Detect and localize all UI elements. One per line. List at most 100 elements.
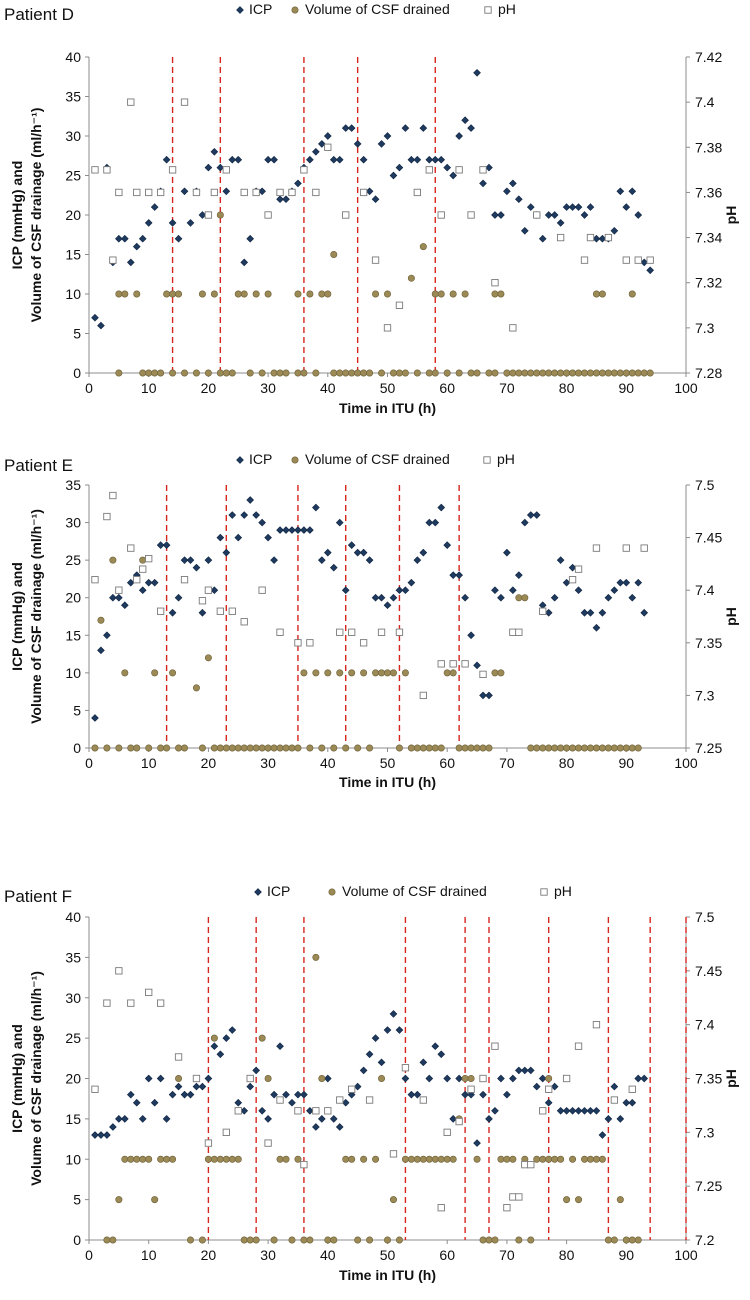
x-tick-label: 50 [380,380,396,396]
csf-volume-point [401,1155,409,1163]
x-tick-label: 50 [380,755,396,771]
icp-point [210,586,219,595]
icp-point [503,1090,511,1099]
icp-point [144,578,153,587]
icp-point [622,578,631,587]
csf-volume-point [318,744,326,752]
chart-panel-patient-f: Patient F ICP Volume of CSF drained pH 0 10 20… [0,860,750,1290]
icp-point [103,1131,111,1139]
icp-point [323,1074,332,1083]
csf-volume-point [151,369,159,377]
icp-point [526,203,535,211]
csf-volume-point [407,274,415,282]
ph-point [556,233,565,242]
ph-point [258,586,266,594]
ph-point [491,279,499,287]
csf-volume-point [348,669,356,677]
y-tick-label: 15 [65,247,81,263]
csf-volume-point [443,669,451,677]
ph-point [574,565,583,573]
icp-point [300,1090,308,1099]
csf-volume-point [198,290,206,298]
y-tick-label: 35 [65,477,81,493]
ph-point [168,166,177,174]
icp-point [616,578,625,587]
csf-volume-point [192,369,200,377]
icp-point [371,1034,380,1042]
x-tick-label: 60 [439,380,455,396]
csf-volume-point [569,744,577,752]
icp-point [329,155,338,164]
ph-point [539,1107,547,1115]
icp-point [515,571,523,579]
series-volume-of-csf-drained [103,953,642,1244]
y-tick-label: 0 [73,740,81,756]
icp-point [461,116,469,125]
y-tick-label: 0 [73,365,81,381]
icp-point [503,548,511,557]
csf-volume-point [157,744,165,752]
ph-point [276,1096,284,1104]
icp-point [115,234,123,243]
y-tick-label: 25 [65,552,81,568]
ph-point [192,1074,201,1083]
icp-point [592,1106,601,1115]
csf-volume-point [383,1236,391,1244]
legend-ph-label: pH [498,1,516,17]
icp-point [520,226,529,235]
ph-point [545,1085,553,1093]
icp-point [479,691,487,700]
ph-point [437,211,445,219]
y2-tick-label: 7.36 [695,184,722,200]
icp-point [473,68,481,77]
csf-volume-point [252,290,260,298]
csf-volume-point [348,369,356,377]
csf-volume-point [91,744,99,752]
ph-point [479,1074,487,1083]
icp-point [198,1082,207,1091]
y2-tick-label: 7.3 [695,320,715,336]
csf-volume-point [604,369,612,377]
legend-csf-label: Volume of CSF drained [342,883,487,899]
icp-point [97,1131,105,1139]
ph-point [634,256,642,264]
csf-volume-point [545,744,553,752]
icp-point [425,155,434,164]
ph-point [300,1160,308,1169]
x-tick-label: 70 [499,755,515,771]
icp-point [365,187,374,196]
csf-volume-point [330,1236,338,1244]
csf-volume-point [622,1236,630,1244]
csf-volume-point [210,1155,218,1163]
csf-volume-point [354,369,362,377]
csf-volume-point [634,744,642,752]
csf-volume-point [330,744,338,752]
csf-volume-point [461,744,469,752]
icp-point [312,503,320,512]
x-tick-label: 90 [619,755,635,771]
ph-point [389,1150,398,1158]
ph-point [91,1085,99,1093]
csf-volume-point [336,669,344,677]
csf-volume-point [598,1155,606,1163]
icp-point [97,321,105,330]
y-tick-label: 5 [73,326,81,342]
x-tick-label: 60 [439,1247,455,1263]
icp-point [610,226,619,235]
x-tick-label: 90 [619,1247,635,1263]
ph-point [103,512,111,521]
csf-volume-point [395,369,403,377]
csf-volume-point [378,1075,386,1083]
ph-point [252,188,260,197]
icp-point [204,1074,213,1083]
ph-point [222,1128,230,1136]
ph-point [461,660,469,668]
ph-point [509,324,517,332]
y2-tick-label: 7.45 [695,530,722,546]
icp-point [550,1082,559,1091]
ph-point [437,660,445,668]
csf-volume-point [121,669,129,677]
icp-point [210,1042,219,1051]
icp-point [240,1106,249,1115]
icp-point [329,1115,338,1123]
